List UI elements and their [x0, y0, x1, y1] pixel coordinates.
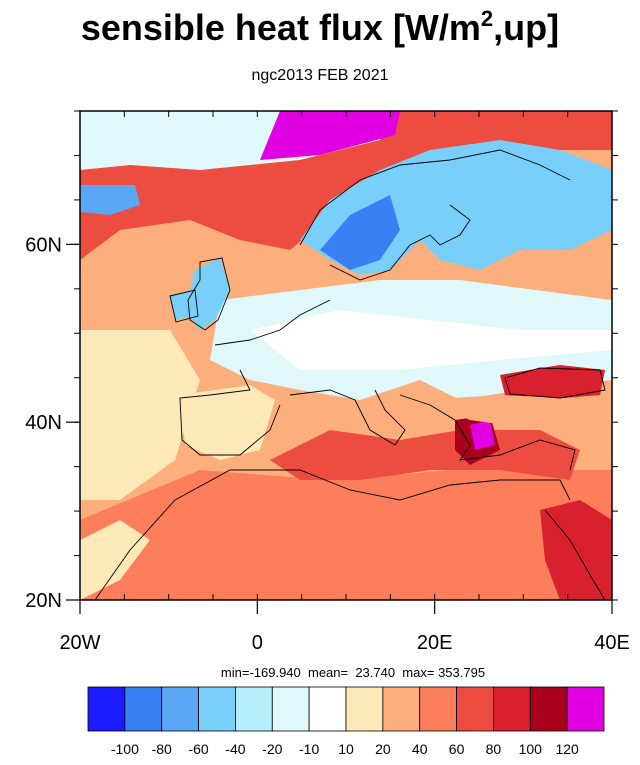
baltic-coast	[329, 204, 471, 281]
title-main: sensible heat flux [W/m	[80, 7, 481, 48]
ireland-cold-region	[170, 290, 198, 320]
britain-coast	[187, 257, 231, 331]
balkans-coast	[399, 394, 576, 471]
map-field	[80, 111, 612, 600]
iberia-coast	[179, 369, 281, 456]
y-axis: 20N 40N 60N	[25, 110, 618, 612]
colorbar-swatch	[198, 686, 236, 732]
aegean-peak-region	[470, 420, 495, 450]
x-tick-label: 20E	[417, 632, 453, 654]
scandinavia-coast	[299, 149, 571, 246]
colorbar-swatch	[124, 686, 163, 732]
sahara-warm-region	[80, 470, 612, 600]
x-tick-label: 0	[252, 632, 263, 654]
colorbar-swatch	[161, 686, 199, 732]
colorbar-tick-label: 100	[519, 741, 543, 757]
colorbar-swatch	[419, 686, 457, 732]
norway-strong-cold-region	[320, 195, 400, 270]
iberia-region	[180, 385, 275, 460]
north-sea-coast	[214, 299, 331, 346]
west-africa-coast	[94, 499, 176, 600]
colorbar-tick-label: 60	[449, 741, 465, 757]
colorbar-tick-label: 80	[486, 741, 502, 757]
colorbar-tick-label: -100	[111, 741, 139, 757]
colorbar-swatch	[235, 686, 273, 732]
y-tick-label: 40N	[25, 412, 62, 434]
balkans-region	[420, 395, 612, 430]
y-tick-label: 60N	[25, 234, 62, 256]
west-africa-coast-region	[80, 520, 150, 600]
colorbar-tick-label: 120	[555, 741, 579, 757]
iceland-cold-region	[80, 185, 140, 215]
colorbar-swatch	[566, 686, 605, 732]
colorbar-tick-label: -80	[152, 741, 172, 757]
black-sea-warm-region	[500, 365, 605, 400]
colorbar-tick-label: -40	[225, 741, 245, 757]
atlantic-pale-region	[80, 330, 200, 500]
y-tick-label: 20N	[25, 590, 62, 612]
title-superscript: 2	[480, 6, 494, 31]
colorbar-swatch	[271, 686, 310, 732]
colorbar-tick-label: -20	[262, 741, 282, 757]
ice-edge-peak-region	[260, 111, 400, 160]
colorbar-tick-label: -10	[299, 741, 319, 757]
x-tick-label: 20W	[59, 632, 100, 654]
title-tail: ,up]	[493, 7, 560, 48]
colorbar-swatch	[87, 686, 126, 732]
colorbar-tick-label: 20	[375, 741, 391, 757]
red-sea-coast	[544, 509, 606, 600]
central-europe-neutral-region	[250, 310, 612, 370]
colorbar-tick-label: 40	[412, 741, 428, 757]
ireland-coast	[169, 289, 199, 323]
chart-subtitle: ngc2013 FEB 2021	[251, 67, 389, 84]
colorbar	[87, 686, 605, 732]
north-africa-coast	[174, 469, 571, 501]
colorbar-swatch	[529, 686, 568, 732]
x-axis: 20W 0 20E 40E	[59, 111, 630, 654]
chart-title: sensible heat flux [W/m2,up]	[0, 6, 640, 49]
colorbar-labels: -100 -80 -60 -40 -20 -10 10 20 40 60 80 100 120	[111, 741, 579, 757]
colorbar-tick-label: -60	[188, 741, 208, 757]
black-sea-coast	[504, 367, 606, 399]
colorbar-swatch	[345, 686, 384, 732]
italy-coast	[289, 389, 406, 446]
colorbar-swatch	[493, 686, 531, 732]
coastlines	[94, 149, 606, 600]
stats-line: min=-169.940 mean= 23.740 max= 353.795	[220, 665, 486, 680]
mediterranean-warm-region	[270, 430, 580, 480]
colorbar-tick-label: 10	[338, 741, 354, 757]
colorbar-swatch	[382, 686, 421, 732]
x-tick-label: 40E	[594, 632, 630, 654]
colorbar-swatch	[308, 686, 347, 732]
colorbar-swatch	[456, 686, 494, 732]
